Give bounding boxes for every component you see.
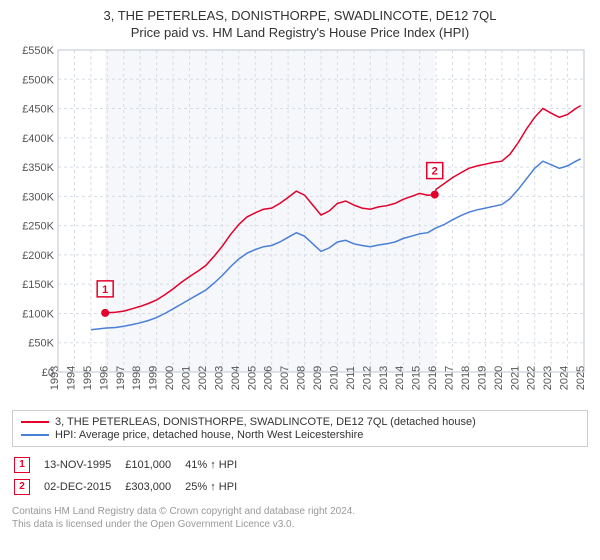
svg-text:2019: 2019	[476, 366, 488, 390]
svg-text:2001: 2001	[181, 366, 193, 390]
legend-swatch-hpi	[21, 434, 49, 436]
svg-text:£100K: £100K	[22, 308, 54, 320]
title-address: 3, THE PETERLEAS, DONISTHORPE, SWADLINCO…	[12, 8, 588, 23]
svg-text:2010: 2010	[328, 366, 340, 390]
svg-text:1: 1	[102, 284, 108, 296]
svg-text:£50K: £50K	[28, 338, 54, 350]
sale-delta: 41% ↑ HPI	[185, 455, 249, 475]
svg-text:1998: 1998	[131, 366, 143, 390]
svg-text:2017: 2017	[444, 366, 456, 390]
svg-text:2009: 2009	[312, 366, 324, 390]
svg-text:£550K: £550K	[22, 46, 54, 57]
svg-text:2020: 2020	[493, 366, 505, 390]
sale-price: £101,000	[125, 455, 183, 475]
svg-text:2021: 2021	[509, 366, 521, 390]
svg-text:£500K: £500K	[22, 74, 54, 86]
sale-delta: 25% ↑ HPI	[185, 477, 249, 497]
svg-text:£150K: £150K	[22, 279, 54, 291]
svg-text:2011: 2011	[345, 366, 357, 390]
svg-text:£250K: £250K	[22, 221, 54, 233]
sale-date: 02-DEC-2015	[44, 477, 123, 497]
table-row: 2 02-DEC-2015 £303,000 25% ↑ HPI	[14, 477, 249, 497]
svg-text:2000: 2000	[164, 366, 176, 390]
svg-text:1995: 1995	[82, 366, 94, 390]
legend-label-property: 3, THE PETERLEAS, DONISTHORPE, SWADLINCO…	[55, 416, 476, 428]
svg-text:1996: 1996	[98, 366, 110, 390]
svg-text:£450K: £450K	[22, 104, 54, 116]
svg-text:£300K: £300K	[22, 191, 54, 203]
svg-text:2006: 2006	[263, 366, 275, 390]
svg-text:2018: 2018	[460, 366, 472, 390]
svg-text:2024: 2024	[559, 366, 571, 390]
svg-text:2005: 2005	[246, 366, 258, 390]
attribution: Contains HM Land Registry data © Crown c…	[12, 505, 588, 531]
attribution-line: Contains HM Land Registry data © Crown c…	[12, 505, 588, 518]
svg-text:2008: 2008	[296, 366, 308, 390]
svg-text:2004: 2004	[230, 366, 242, 390]
svg-text:1993: 1993	[49, 366, 61, 390]
table-row: 1 13-NOV-1995 £101,000 41% ↑ HPI	[14, 455, 249, 475]
svg-text:2002: 2002	[197, 366, 209, 390]
chart: £0£50K£100K£150K£200K£250K£300K£350K£400…	[12, 46, 588, 406]
svg-text:2015: 2015	[411, 366, 423, 390]
svg-text:2023: 2023	[542, 366, 554, 390]
svg-text:2003: 2003	[213, 366, 225, 390]
svg-text:2014: 2014	[394, 366, 406, 390]
svg-text:2022: 2022	[526, 366, 538, 390]
chart-svg: £0£50K£100K£150K£200K£250K£300K£350K£400…	[12, 46, 588, 406]
legend: 3, THE PETERLEAS, DONISTHORPE, SWADLINCO…	[12, 410, 588, 447]
sales-table: 1 13-NOV-1995 £101,000 41% ↑ HPI 2 02-DE…	[12, 453, 251, 499]
title-subtitle: Price paid vs. HM Land Registry's House …	[12, 25, 588, 40]
legend-item-hpi: HPI: Average price, detached house, Nort…	[21, 429, 579, 441]
svg-text:2: 2	[432, 166, 438, 178]
title-block: 3, THE PETERLEAS, DONISTHORPE, SWADLINCO…	[12, 8, 588, 40]
svg-text:£200K: £200K	[22, 250, 54, 262]
svg-text:1997: 1997	[115, 366, 127, 390]
sale-date: 13-NOV-1995	[44, 455, 123, 475]
marker-badge-2: 2	[14, 479, 30, 495]
svg-text:2013: 2013	[378, 366, 390, 390]
svg-text:2025: 2025	[575, 366, 587, 390]
svg-text:£350K: £350K	[22, 162, 54, 174]
legend-swatch-property	[21, 421, 49, 423]
svg-text:2016: 2016	[427, 366, 439, 390]
attribution-line: This data is licensed under the Open Gov…	[12, 518, 588, 531]
svg-text:£400K: £400K	[22, 133, 54, 145]
chart-container: 3, THE PETERLEAS, DONISTHORPE, SWADLINCO…	[0, 0, 600, 560]
svg-text:2012: 2012	[361, 366, 373, 390]
svg-text:2007: 2007	[279, 366, 291, 390]
svg-text:1999: 1999	[148, 366, 160, 390]
legend-item-property: 3, THE PETERLEAS, DONISTHORPE, SWADLINCO…	[21, 416, 579, 428]
sale-price: £303,000	[125, 477, 183, 497]
marker-badge-1: 1	[14, 457, 30, 473]
svg-text:1994: 1994	[65, 366, 77, 390]
legend-label-hpi: HPI: Average price, detached house, Nort…	[55, 429, 363, 441]
